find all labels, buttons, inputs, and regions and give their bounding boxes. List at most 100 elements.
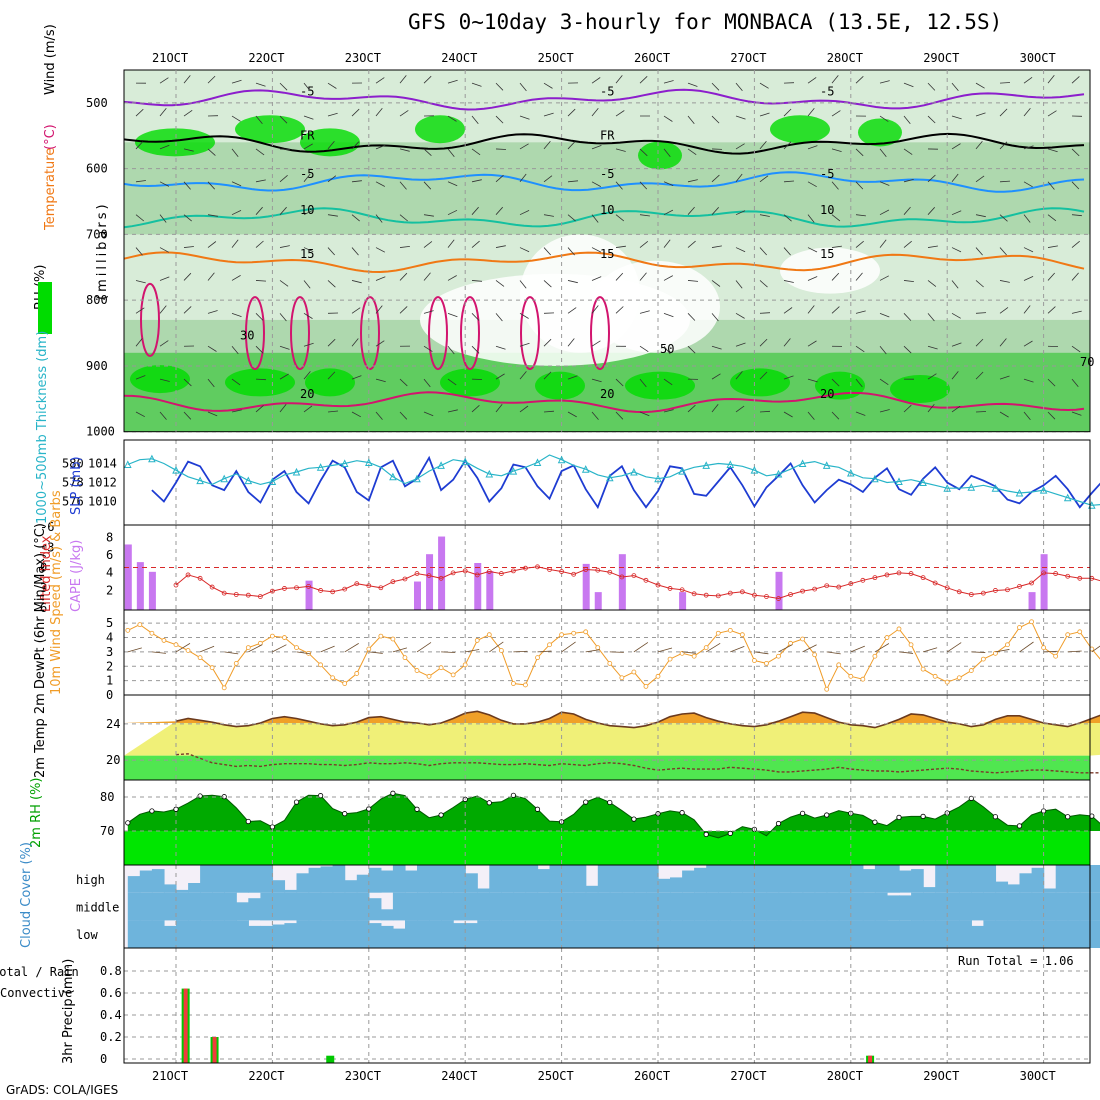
cloud-bar bbox=[995, 920, 1009, 948]
cloud-bar bbox=[706, 865, 719, 893]
wind-barb bbox=[543, 82, 553, 89]
li-marker bbox=[390, 579, 396, 585]
wind-speed-marker bbox=[294, 645, 299, 650]
wind-barb bbox=[207, 310, 218, 314]
cloud-bar bbox=[344, 920, 358, 948]
dewpt-line bbox=[175, 753, 1100, 774]
wind-speed-marker bbox=[209, 665, 215, 671]
wind-barb bbox=[975, 175, 985, 183]
wind-barb bbox=[495, 280, 505, 287]
li-marker bbox=[727, 590, 733, 596]
cloud-bar bbox=[766, 920, 780, 948]
wind-barb bbox=[639, 181, 648, 190]
wind-barb bbox=[759, 82, 769, 89]
wind-barb bbox=[447, 345, 455, 355]
wind-barb bbox=[831, 378, 840, 387]
wind-barb bbox=[999, 338, 1007, 347]
li-marker bbox=[559, 569, 564, 574]
cloud-bar bbox=[621, 920, 635, 948]
wind-barb bbox=[975, 312, 987, 314]
credit-text: GrADS: COLA/IGES bbox=[6, 1083, 119, 1097]
rh-moist-blob bbox=[730, 368, 790, 397]
wind-barb bbox=[591, 108, 599, 117]
thickness-marker bbox=[846, 468, 855, 477]
wind-barb bbox=[975, 82, 985, 89]
cloud-bar bbox=[368, 923, 382, 948]
cloud-bar bbox=[561, 920, 575, 948]
cloud-bar bbox=[874, 892, 888, 921]
cloud-bar bbox=[742, 920, 756, 948]
li-marker bbox=[221, 590, 227, 596]
wind-speed-marker bbox=[643, 683, 649, 689]
wind-barb bbox=[850, 645, 865, 653]
wind-barb bbox=[783, 108, 792, 117]
wind-speed-marker bbox=[462, 662, 468, 668]
wind-barb bbox=[711, 174, 720, 183]
wind-barb bbox=[783, 375, 794, 380]
cloud-bar bbox=[899, 870, 912, 893]
wind-barb bbox=[513, 650, 528, 653]
wind-speed-marker bbox=[1005, 642, 1010, 648]
wind-barb bbox=[855, 240, 864, 248]
cloud-bar bbox=[151, 892, 165, 921]
wind-barb bbox=[399, 148, 410, 152]
rh2m-marker bbox=[293, 799, 300, 805]
cloud-bar bbox=[344, 880, 358, 893]
isotherm-label: -5 bbox=[300, 85, 314, 99]
cloud-bar bbox=[1007, 920, 1021, 948]
wind-speed-marker bbox=[245, 645, 251, 650]
cloud-bar bbox=[1055, 920, 1069, 948]
x-tick-top: 24OCT bbox=[441, 51, 477, 65]
wind-speed-marker bbox=[691, 653, 697, 659]
wind-barb bbox=[735, 280, 743, 289]
cloud-bar bbox=[899, 895, 912, 921]
wind-barb bbox=[903, 82, 914, 88]
wind-barb bbox=[903, 115, 911, 125]
cloud-bar bbox=[139, 892, 153, 921]
cloud-bar bbox=[356, 920, 370, 948]
cloud-bar bbox=[802, 865, 816, 893]
cloud-bar bbox=[1067, 920, 1081, 948]
thickness-marker bbox=[678, 466, 686, 475]
wind-barb bbox=[368, 651, 383, 654]
wind-barb bbox=[735, 405, 745, 413]
cloud-bar bbox=[489, 892, 502, 921]
cape-bar bbox=[1040, 554, 1048, 610]
wind-barb bbox=[327, 338, 336, 347]
rh-moist-blob bbox=[638, 141, 682, 170]
cloud-bar bbox=[1007, 892, 1021, 921]
cloud-bar bbox=[887, 865, 900, 893]
cloud-bar bbox=[802, 892, 816, 921]
cloud-bar bbox=[658, 878, 671, 893]
cloud-bar bbox=[1043, 892, 1057, 921]
li-tick: 3 bbox=[40, 581, 47, 595]
li-marker bbox=[956, 589, 962, 595]
thickness-marker bbox=[919, 478, 927, 486]
wind-barb bbox=[447, 209, 458, 216]
thickness-marker bbox=[581, 465, 590, 473]
li-marker bbox=[932, 580, 938, 586]
thickness-marker bbox=[605, 473, 614, 482]
cloud-bar bbox=[658, 920, 671, 948]
wind-barb bbox=[711, 313, 719, 322]
cloud-bar bbox=[417, 865, 430, 893]
wind-barb bbox=[1067, 650, 1082, 653]
wind-barb bbox=[687, 206, 695, 215]
li-marker bbox=[752, 592, 757, 598]
wind-barb bbox=[711, 280, 721, 287]
wind-barb bbox=[255, 82, 266, 87]
wind-barb bbox=[255, 148, 265, 156]
thickness-marker bbox=[292, 467, 301, 476]
rh-legend-swatch bbox=[38, 282, 52, 334]
thickness-tick: 576 bbox=[62, 495, 84, 509]
wind-barb bbox=[663, 181, 674, 186]
wind-barb bbox=[207, 148, 216, 156]
wind-speed-marker bbox=[776, 653, 781, 659]
cloud-bar bbox=[212, 865, 225, 893]
wind-barb bbox=[951, 371, 959, 380]
wind-barb bbox=[135, 307, 145, 314]
cloud-bar bbox=[754, 920, 768, 948]
cloud-bar bbox=[573, 865, 587, 893]
rh-moist-blob bbox=[135, 128, 215, 157]
